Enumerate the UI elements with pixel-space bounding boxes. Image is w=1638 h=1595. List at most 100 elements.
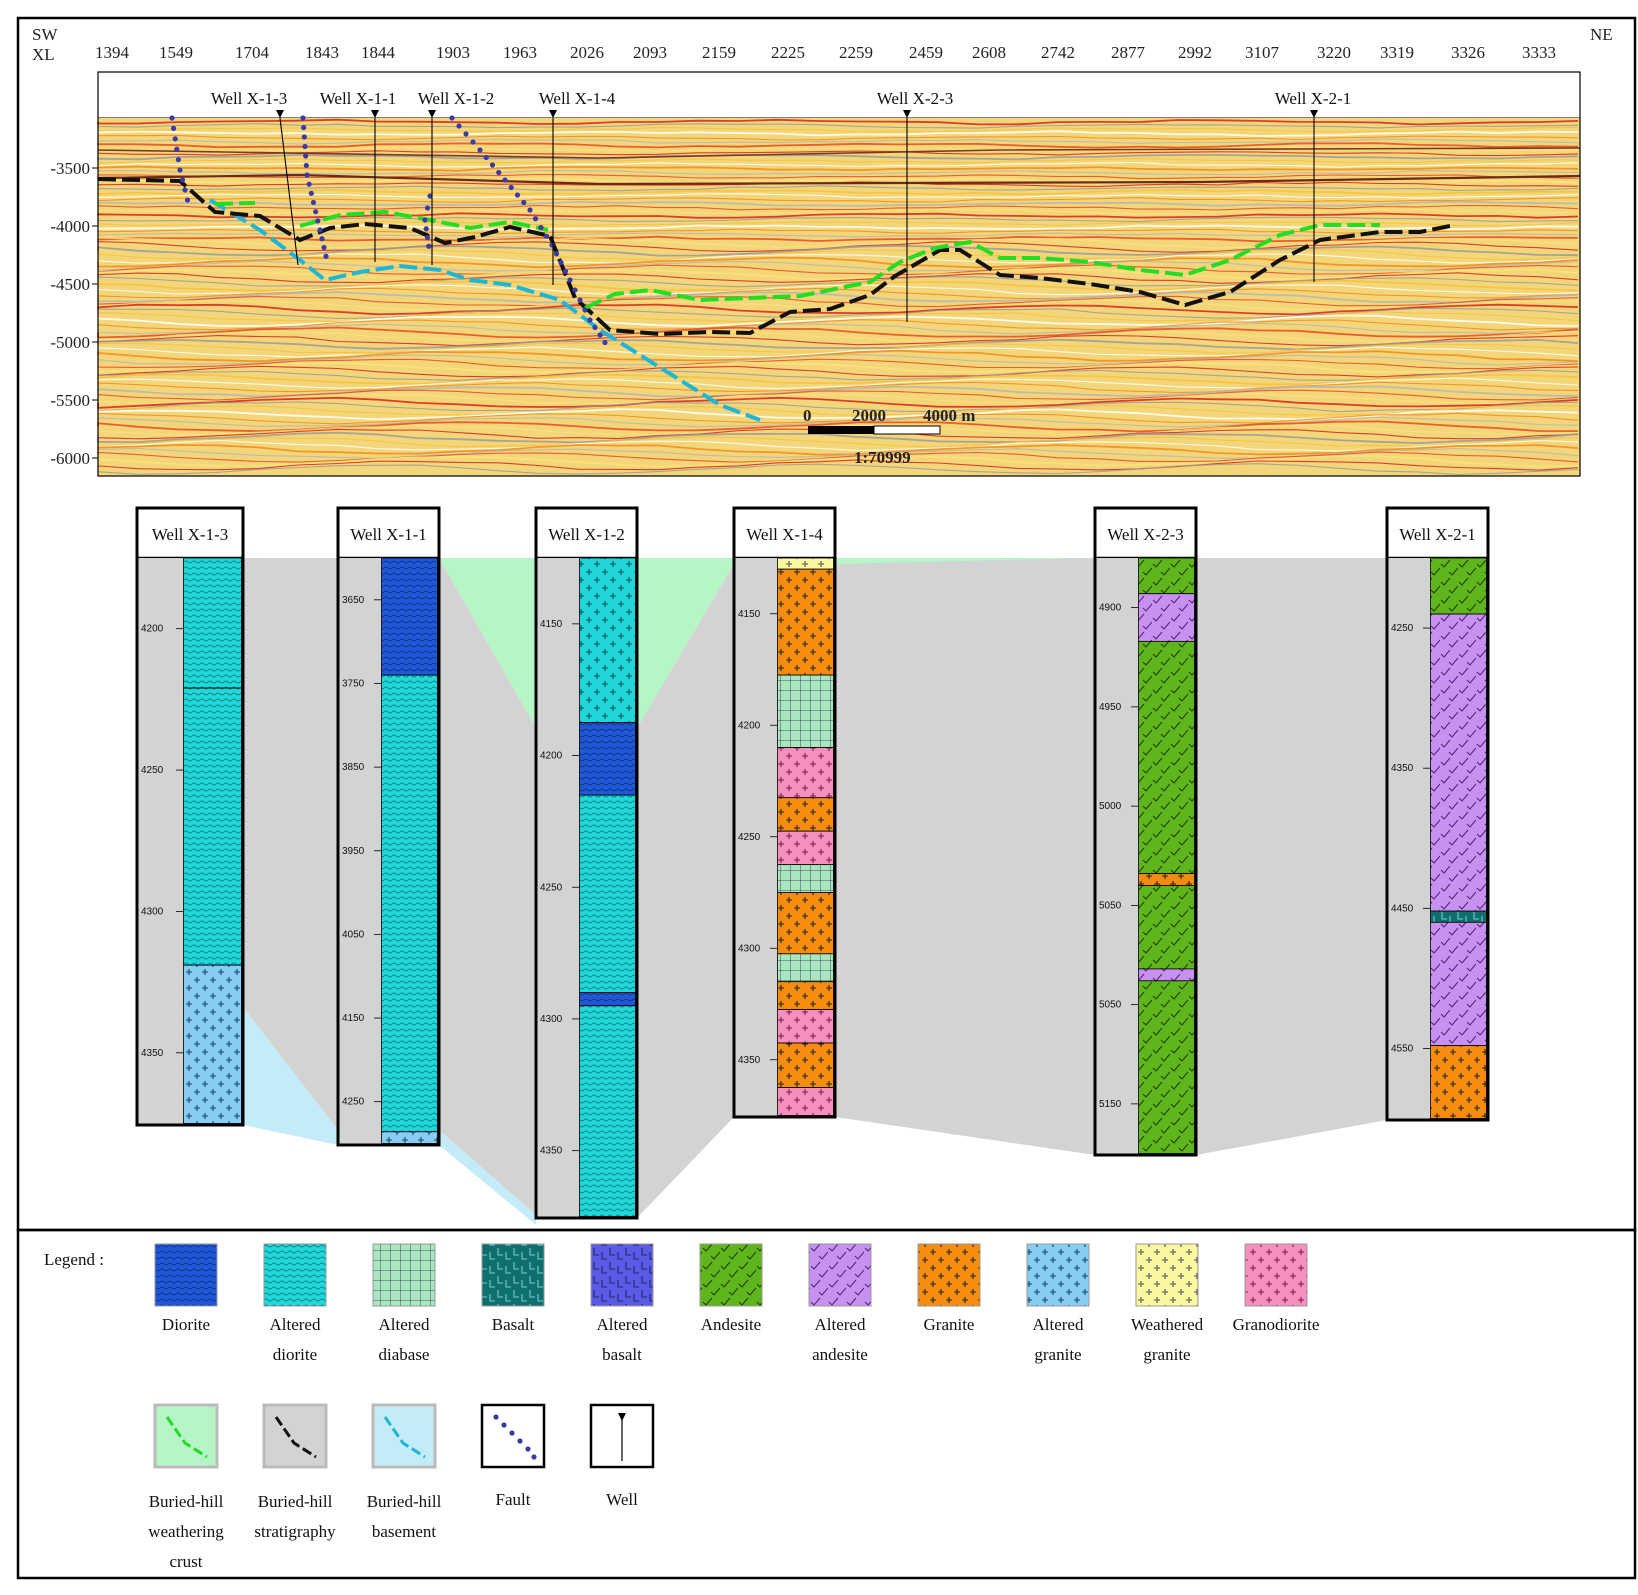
legend-label: Buried-hill <box>149 1492 224 1511</box>
layer-granite <box>777 892 834 955</box>
xl-tick-1963: 1963 <box>503 43 537 62</box>
xl-tick-1394: 1394 <box>95 43 130 62</box>
depth-label: 4150 <box>738 609 761 620</box>
xl-tick-2259: 2259 <box>839 43 873 62</box>
legend-item-altered_andesite: Altered andesite <box>808 1243 872 1364</box>
layer-granite <box>1138 873 1195 886</box>
legend-label: granite <box>1143 1345 1190 1364</box>
xl-tick-2877: 2877 <box>1111 43 1146 62</box>
layer-altered_andesite <box>1138 968 1195 982</box>
layer-altered_diabase <box>777 864 834 893</box>
layer-weathered_granite <box>777 557 834 570</box>
depth-label: 4250 <box>540 882 563 893</box>
xl-tick-1843: 1843 <box>305 43 339 62</box>
layer-altered_diorite <box>579 794 636 994</box>
buried-hill-basement-horizon <box>208 198 761 422</box>
legend-item-granite: Granite <box>917 1243 981 1334</box>
legend-item-stratigraphy: Buried-hill stratigraphy <box>254 1403 336 1541</box>
legend-label: Altered <box>815 1315 866 1334</box>
layer-altered_andesite <box>1430 921 1487 1047</box>
depth-tick--5000: -5000 <box>50 333 90 352</box>
layer-andesite <box>1138 557 1195 595</box>
legend-label: Diorite <box>162 1315 210 1334</box>
scale-tick-4000: 4000 m <box>923 406 975 425</box>
layer-granite <box>777 1042 834 1089</box>
layer-altered_andesite <box>1430 613 1487 912</box>
seismic-well-label: Well X-1-4 <box>539 89 616 108</box>
depth-label: 4350 <box>141 1048 164 1059</box>
column-title: Well X-1-2 <box>548 525 625 544</box>
well-marker-well-x-2-1 <box>1310 110 1318 118</box>
well-column-well-x-1-1: Well X-1-1 3650 3750 3850 3950 4050 4150 4250 <box>336 506 441 1147</box>
column-title: Well X-1-1 <box>350 525 427 544</box>
legend-label: Buried-hill <box>258 1492 333 1511</box>
legend-label: Basalt <box>492 1315 535 1334</box>
legend-label: andesite <box>812 1345 868 1364</box>
depth-label: 4350 <box>540 1146 563 1157</box>
legend-item-basalt: Basalt <box>481 1243 545 1334</box>
seismic-well-label: Well X-1-3 <box>211 89 288 108</box>
depth-label: 4350 <box>738 1055 761 1066</box>
depth-label: 5050 <box>1099 900 1122 911</box>
legend-label: Buried-hill <box>367 1492 442 1511</box>
layer-basalt <box>1430 910 1487 923</box>
legend-label: Fault <box>496 1490 531 1509</box>
depth-label: 4200 <box>540 751 563 762</box>
depth-label: 4200 <box>141 624 164 635</box>
layer-granite <box>777 797 834 832</box>
xl-tick-2992: 2992 <box>1178 43 1212 62</box>
depth-label: 4450 <box>1391 903 1414 914</box>
xl-tick-2742: 2742 <box>1041 43 1075 62</box>
column-title: Well X-1-3 <box>152 525 229 544</box>
xl-tick-1903: 1903 <box>436 43 470 62</box>
depth-label: 5150 <box>1099 1099 1122 1110</box>
legend-rock-swatches: Diorite Altered diorite Altered diabase Basal… <box>154 1243 1319 1364</box>
legend-item-fault: Fault <box>480 1403 546 1509</box>
depth-tick--5500: -5500 <box>50 391 90 410</box>
xl-tick-3326: 3326 <box>1451 43 1485 62</box>
legend-item-granodiorite: Granodiorite <box>1233 1243 1319 1334</box>
layer-altered_diorite_granite <box>579 557 636 724</box>
xl-tick-labels: 1394 1549 1704 1843 1844 1903 1963 2026 2093 2159… <box>95 43 1556 62</box>
depth-label: 4250 <box>738 832 761 843</box>
layer-altered_diorite <box>579 1005 636 1217</box>
legend-item-andesite: Andesite <box>699 1243 763 1334</box>
layer-granite <box>777 981 834 1010</box>
depth-tick--4000: -4000 <box>50 217 90 236</box>
seismic-well-label: Well X-2-1 <box>1275 89 1352 108</box>
layer-granite <box>1430 1045 1487 1119</box>
xl-tick-1704: 1704 <box>235 43 270 62</box>
depth-tick--6000: -6000 <box>50 449 90 468</box>
legend-line-symbols: Buried-hill weathering crust Buried-hill str… <box>148 1403 655 1571</box>
legend-item-altered_granite: Altered granite <box>1026 1243 1090 1364</box>
depth-label: 4250 <box>141 765 164 776</box>
layer-altered_granite <box>183 964 242 1124</box>
depth-label: 4550 <box>1391 1043 1414 1054</box>
depth-label: 3950 <box>342 846 365 857</box>
xl-tick-2159: 2159 <box>702 43 736 62</box>
legend-item-weathered_granite: Weathered granite <box>1131 1243 1204 1364</box>
legend-item-well: Well <box>589 1403 655 1509</box>
xl-tick-3319: 3319 <box>1380 43 1414 62</box>
xl-label: XL <box>32 45 55 64</box>
layer-diorite <box>381 557 438 676</box>
well-column-well-x-1-3: Well X-1-3 4200 4250 4300 4350 <box>135 506 245 1127</box>
well-marker-well-x-1-2 <box>428 110 436 118</box>
legend-label: Granite <box>924 1315 975 1334</box>
legend-label: Altered <box>597 1315 648 1334</box>
scale-tick-0: 0 <box>803 406 812 425</box>
seismic-well-label: Well X-1-1 <box>320 89 397 108</box>
layer-altered_diabase <box>777 953 834 983</box>
legend-label: Altered <box>379 1315 430 1334</box>
xl-tick-2225: 2225 <box>771 43 805 62</box>
column-title: Well X-1-4 <box>746 525 823 544</box>
legend-label: Well <box>606 1490 638 1509</box>
buried-hill-weathering-crust-horizon <box>214 201 1380 310</box>
legend-label: Andesite <box>701 1315 761 1334</box>
well-column-well-x-2-3: Well X-2-3 4900 4950 5000 5050 5050 5150 <box>1093 506 1198 1157</box>
legend-label: basalt <box>602 1345 642 1364</box>
seismic-border <box>97 71 1581 477</box>
xl-tick-1549: 1549 <box>159 43 193 62</box>
buried-hill-stratigraphy-horizon <box>97 177 1451 337</box>
